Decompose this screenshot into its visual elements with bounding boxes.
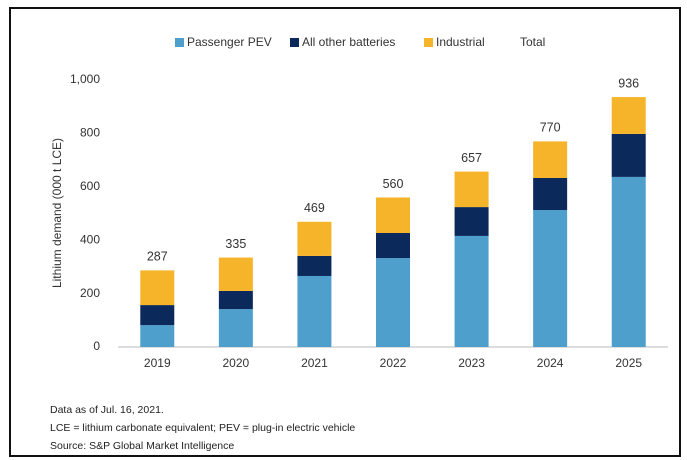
bar-segment (140, 270, 175, 306)
bar-segment (611, 176, 646, 347)
legend-label: Total (520, 35, 545, 49)
y-axis-title: Lithium demand (000 t LCE) (50, 138, 64, 288)
legend-swatch (175, 38, 184, 47)
bar-segment (376, 232, 410, 259)
legend-label: Passenger PEV (187, 35, 272, 49)
total-label: 936 (618, 76, 639, 90)
x-tick-label: 2021 (301, 356, 328, 370)
bar-segment (297, 275, 332, 347)
note: LCE = lithium carbonate equivalent; PEV … (50, 422, 355, 434)
bar-segment (218, 290, 253, 310)
bar-segment (376, 258, 410, 347)
y-tick-label: 800 (80, 126, 100, 140)
legend-swatch (290, 38, 299, 47)
x-tick-label: 2020 (223, 356, 250, 370)
x-tick-label: 2023 (458, 356, 485, 370)
bar-segment (218, 309, 253, 347)
bar-segment (454, 207, 489, 236)
bar-segment (140, 305, 175, 326)
note: Source: S&P Global Market Intelligence (50, 440, 234, 452)
y-tick-label: 200 (80, 286, 100, 300)
bar-segment (218, 257, 253, 291)
bar-segment (376, 197, 410, 233)
x-tick-label: 2022 (380, 356, 407, 370)
bar-segment (533, 210, 568, 347)
bar-segment (454, 235, 489, 347)
legend-swatch (424, 38, 433, 47)
total-label: 770 (540, 121, 561, 135)
x-tick-label: 2025 (615, 356, 642, 370)
bar-segment (140, 325, 175, 347)
total-label: 657 (461, 151, 482, 165)
bar-segment (533, 177, 568, 211)
y-tick-label: 0 (93, 339, 100, 353)
total-label: 469 (304, 201, 325, 215)
bar-segment (297, 221, 332, 256)
note: Data as of Jul. 16, 2021. (50, 404, 164, 416)
bar-segment (297, 255, 332, 276)
legend-label: Industrial (436, 35, 485, 49)
bar-segment (533, 141, 568, 178)
y-tick-label: 400 (80, 232, 100, 246)
legend-label: All other batteries (302, 35, 395, 49)
y-tick-label: 600 (80, 179, 100, 193)
y-tick-label: 1,000 (70, 72, 100, 86)
x-tick-label: 2019 (144, 356, 171, 370)
x-tick-label: 2024 (537, 356, 564, 370)
total-label: 335 (225, 237, 246, 251)
total-label: 287 (147, 250, 168, 264)
frame (9, 7, 681, 457)
bar-segment (611, 97, 646, 134)
total-label: 560 (383, 177, 404, 191)
bar-segment (611, 133, 646, 177)
bar-segment (454, 171, 489, 208)
